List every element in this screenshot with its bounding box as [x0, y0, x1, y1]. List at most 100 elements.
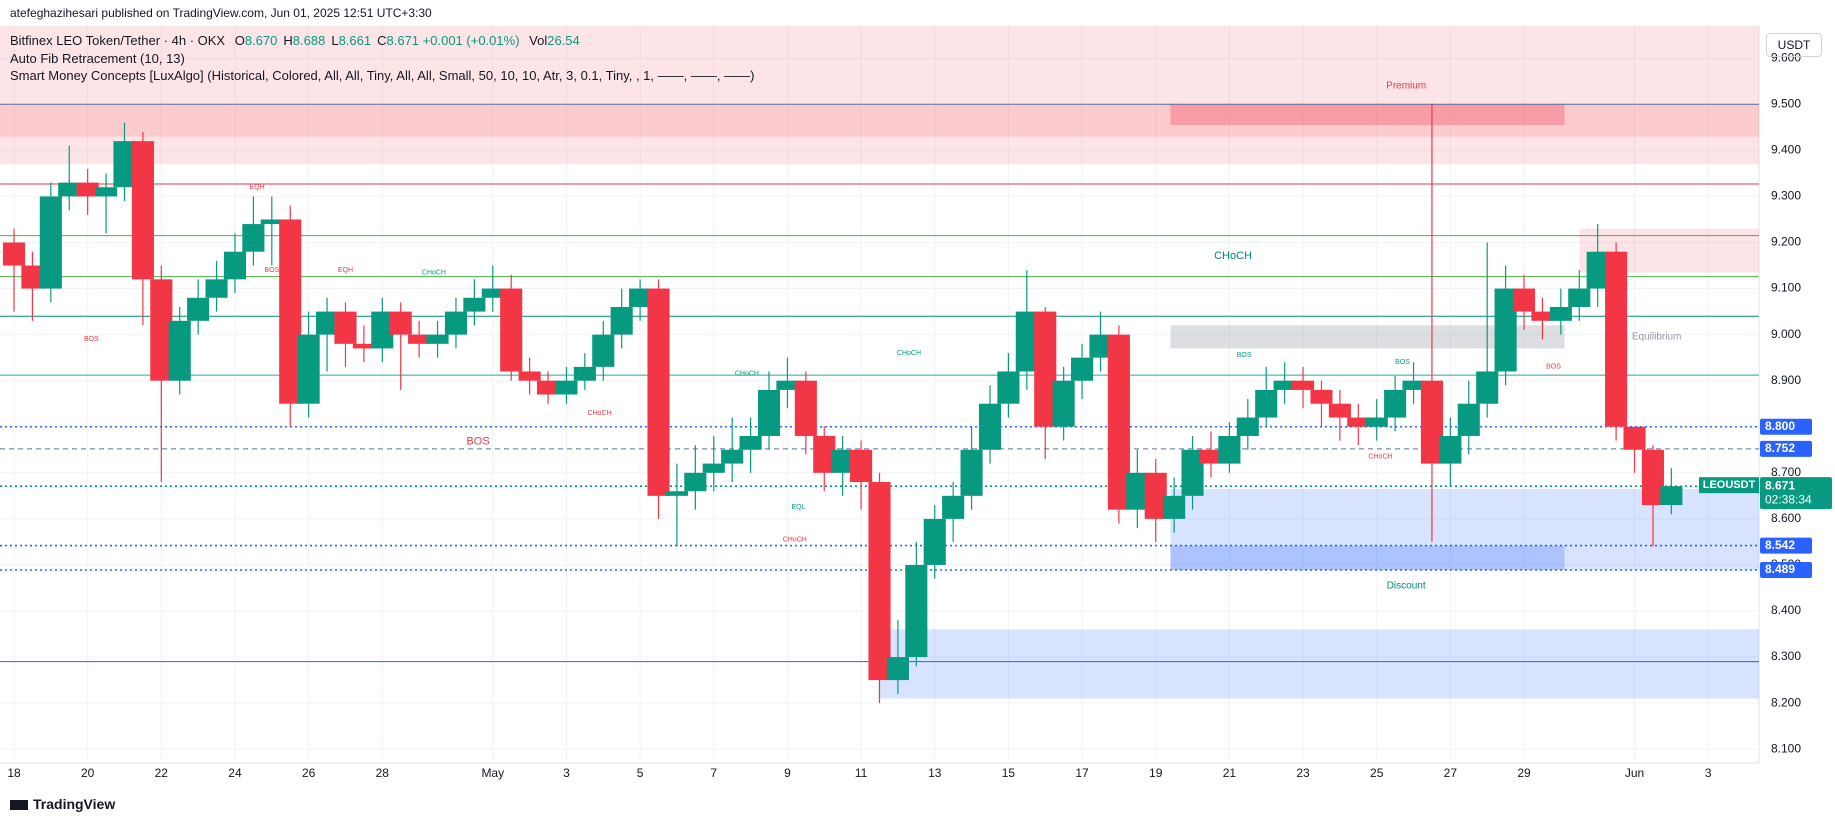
axis-bg: [1759, 0, 1835, 822]
annotation: BOS: [1237, 352, 1252, 359]
symbol-tag: [1699, 477, 1759, 494]
zone: [878, 629, 1759, 699]
candle-body: [1586, 251, 1609, 289]
candle-body: [316, 311, 339, 335]
candle-body: [242, 224, 265, 252]
candle-body: [260, 219, 283, 225]
publisher: atefeghazihesari published on TradingVie…: [10, 6, 432, 20]
candle-body: [2, 242, 26, 266]
ohlc-value: 8.688: [292, 33, 326, 48]
annotation: CHoCH: [897, 350, 921, 357]
candle-body: [960, 449, 983, 496]
y-tick-label: 8.400: [1771, 603, 1801, 617]
annotation: CHoCH: [1368, 454, 1392, 461]
candle-body: [187, 297, 210, 321]
x-tick-label: 29: [1517, 766, 1531, 780]
candle-body: [463, 297, 486, 312]
candle-body: [297, 334, 320, 404]
y-tick-label: 9.000: [1771, 327, 1801, 341]
candle-body: [905, 564, 928, 658]
y-tick-label: 8.700: [1771, 465, 1801, 479]
candle-body: [150, 279, 173, 381]
symbol-tag-label: LEOUSDT: [1703, 479, 1756, 491]
candle-body: [665, 491, 688, 496]
candle-body: [95, 187, 118, 197]
currency[interactable]: USDT: [1766, 33, 1822, 57]
candle-body: [113, 141, 136, 188]
annotation: Discount: [1387, 580, 1426, 591]
x-tick-label: 13: [928, 766, 942, 780]
price-tag-label: 8.489: [1765, 562, 1795, 576]
candle-body: [868, 482, 891, 681]
candle-body: [58, 182, 81, 197]
annotation: EQL: [791, 504, 805, 511]
symbol: Bitfinex LEO Token/Tether · 4h · OKX: [10, 33, 226, 48]
x-tick-label: 28: [376, 766, 390, 780]
candle-body: [850, 449, 873, 483]
candle-body: [1310, 389, 1333, 404]
candle-body: [739, 435, 762, 450]
y-tick-label: 8.600: [1771, 511, 1801, 525]
candle-body: [942, 495, 965, 519]
annotation: CHoCH: [422, 269, 446, 276]
price-tag-label: 8.800: [1765, 419, 1795, 433]
candle-body: [1034, 311, 1057, 427]
candle-body: [39, 196, 62, 289]
candle-body: [1347, 417, 1370, 427]
annotation: CHoCH: [588, 410, 612, 417]
price-tag: [1760, 418, 1812, 435]
x-tick-label: 11: [855, 766, 868, 780]
candle-body: [1218, 435, 1241, 464]
annotation: CHoCH: [735, 371, 759, 378]
ohlc: O8.670 H8.688 L8.661 C8.671: [229, 33, 419, 48]
annotation: CHoCH: [1214, 250, 1252, 262]
candle-body: [1420, 380, 1443, 464]
x-tick-label: 19: [1149, 766, 1163, 780]
indicator: Smart Money Concepts [LuxAlgo] (Historic…: [10, 68, 755, 83]
ohlc-key: L: [331, 33, 339, 48]
candle-body: [408, 334, 431, 344]
candle-body: [389, 311, 412, 335]
price-tag-label: 8.542: [1765, 538, 1795, 552]
annotation: Premium: [1386, 81, 1426, 92]
x-tick-label: 15: [1002, 766, 1016, 780]
candle-body: [1052, 380, 1075, 427]
candle-body: [481, 288, 504, 298]
zone: [1170, 545, 1565, 570]
candle-body: [757, 389, 781, 436]
candle-body: [444, 311, 468, 335]
candle-body: [573, 366, 596, 381]
x-tick-label: 26: [302, 766, 316, 780]
candle-body: [352, 343, 375, 349]
price-tag-label: 8.752: [1765, 441, 1795, 455]
candle-body: [371, 311, 394, 349]
x-tick-label: 3: [563, 766, 570, 780]
x-tick-label: 22: [155, 766, 169, 780]
x-tick-label: 20: [81, 766, 95, 780]
legend-main: Bitfinex LEO Token/Tether · 4h · OKX O8.…: [10, 33, 580, 48]
candle-body: [168, 320, 191, 381]
candle-body: [1549, 306, 1572, 321]
candle-body: [978, 403, 1002, 450]
annotation: CHoCH: [783, 536, 807, 543]
candle-body: [555, 380, 578, 395]
candle-body: [536, 380, 560, 395]
candle-body: [1512, 288, 1536, 312]
x-tick-label: 7: [710, 766, 717, 780]
x-tick-label: 3: [1705, 766, 1712, 780]
candle-body: [1089, 334, 1112, 358]
candle-body: [1291, 380, 1315, 390]
candle-body: [1107, 334, 1130, 510]
candle-body: [1494, 288, 1517, 372]
x-tick-label: 21: [1223, 766, 1237, 780]
candle-body: [426, 334, 449, 344]
x-tick-label: 18: [7, 766, 21, 780]
x-tick-label: Jun: [1625, 766, 1644, 780]
candle-body: [76, 182, 99, 197]
candle-body: [1439, 435, 1462, 464]
annotation: BOS: [1395, 359, 1410, 366]
candle-body: [794, 380, 817, 436]
candle-body: [831, 449, 854, 473]
ohlc-key: C: [377, 33, 387, 48]
